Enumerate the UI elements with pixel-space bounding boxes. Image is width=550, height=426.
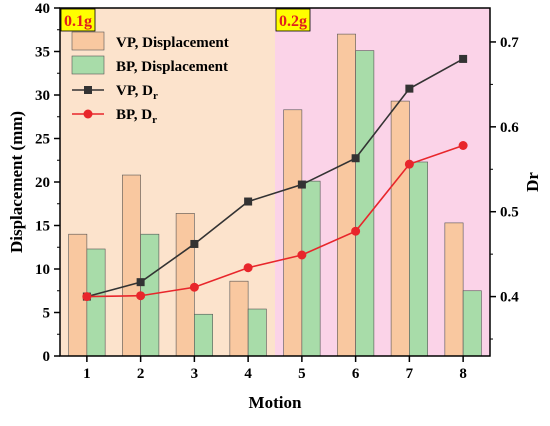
legend-swatch-bp-displacement — [71, 55, 105, 75]
region-label-box-1 — [60, 8, 96, 32]
legend-label-vp-dr: VP, Dr — [116, 83, 158, 102]
y-left-axis-title: Displacement (mm) — [7, 111, 26, 253]
bar-bp-displacement-4 — [247, 308, 267, 357]
bar-bp-displacement-8 — [462, 290, 482, 357]
marker-bp-dr-1 — [82, 292, 92, 302]
legend-marker-bp-dr — [83, 109, 93, 119]
marker-bp-dr-5 — [297, 250, 307, 260]
marker-bp-dr-2 — [136, 291, 146, 301]
marker-bp-dr-8 — [458, 141, 468, 151]
legend-label-vp-displacement: VP, Displacement — [116, 35, 229, 51]
y-left-tick-label: 25 — [35, 132, 50, 148]
marker-vp-dr-5 — [297, 180, 306, 189]
marker-vp-dr-4 — [244, 197, 253, 206]
x-tick-label-7: 7 — [406, 366, 414, 382]
y-left-tick-label: 35 — [35, 45, 50, 61]
legend-label-bp-dr: BP, Dr — [116, 107, 157, 126]
x-tick-label-8: 8 — [459, 366, 467, 382]
y-left-tick-label: 40 — [35, 1, 50, 17]
marker-vp-dr-3 — [190, 239, 199, 248]
y-left-tick-label: 15 — [35, 219, 50, 235]
bar-bp-displacement-7 — [409, 161, 428, 357]
x-tick-label-1: 1 — [83, 366, 91, 382]
region-label-1: 0.1g — [64, 13, 92, 30]
bar-vp-displacement-8 — [444, 222, 464, 357]
bar-bp-displacement-6 — [355, 50, 375, 357]
bar-vp-displacement-5 — [283, 109, 303, 357]
y-right-tick-label: 0.5 — [500, 205, 519, 221]
y-left-tick-label: 10 — [35, 262, 50, 278]
legend-marker-vp-dr — [84, 86, 92, 94]
x-axis-title: Motion — [249, 393, 302, 412]
y-right-tick-label: 0.4 — [500, 290, 519, 306]
y-right-tick-label: 0.6 — [500, 120, 519, 136]
y-left-tick-label: 5 — [43, 306, 51, 322]
x-tick-label-5: 5 — [298, 366, 306, 382]
line-bp-dr — [86, 144, 464, 298]
marker-vp-dr-2 — [136, 278, 145, 287]
x-tick-label-2: 2 — [137, 366, 145, 382]
marker-bp-dr-7 — [404, 159, 414, 169]
y-left-tick-label: 0 — [43, 349, 51, 365]
y-left-tick-label: 20 — [35, 175, 50, 191]
y-right-tick-label: 0.7 — [500, 35, 519, 51]
region-label-box-2 — [275, 8, 311, 32]
bar-vp-displacement-2 — [122, 174, 141, 357]
marker-vp-dr-6 — [351, 154, 360, 163]
marker-vp-dr-7 — [405, 84, 414, 93]
line-vp-dr — [86, 58, 464, 298]
bar-vp-displacement-7 — [390, 100, 410, 357]
bar-bp-displacement-5 — [301, 180, 321, 357]
y-left-tick-label: 30 — [35, 88, 50, 104]
x-tick-label-3: 3 — [191, 366, 199, 382]
marker-bp-dr-4 — [243, 263, 253, 273]
legend-label-bp-displacement: BP, Displacement — [116, 59, 228, 75]
y-right-axis-title: Dr — [523, 172, 542, 192]
bar-bp-displacement-3 — [194, 313, 213, 357]
bar-bp-displacement-1 — [86, 248, 106, 357]
marker-bp-dr-6 — [351, 226, 361, 236]
x-tick-label-6: 6 — [352, 366, 360, 382]
region-label-2: 0.2g — [279, 13, 307, 30]
bar-vp-displacement-4 — [229, 280, 249, 357]
marker-vp-dr-8 — [459, 54, 468, 63]
x-tick-label-4: 4 — [244, 366, 252, 382]
legend-swatch-vp-displacement — [71, 31, 105, 51]
bar-vp-displacement-6 — [337, 33, 356, 357]
marker-bp-dr-3 — [189, 282, 199, 292]
